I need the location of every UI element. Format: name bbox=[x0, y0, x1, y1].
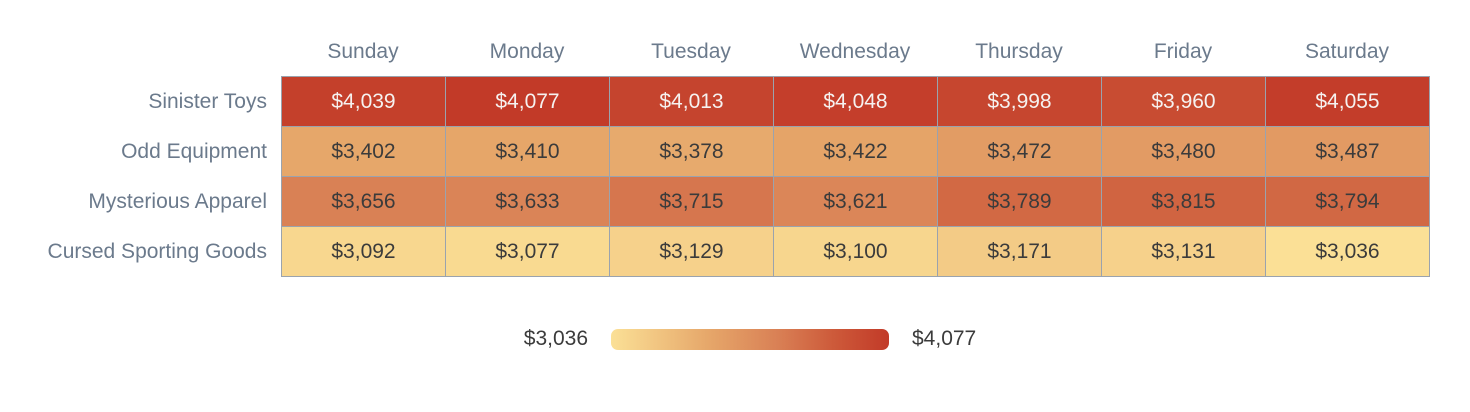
heatmap-cell: $3,715 bbox=[610, 177, 774, 227]
column-headers: Sunday Monday Tuesday Wednesday Thursday Frid… bbox=[281, 28, 1429, 76]
row-label-cursed-sporting-goods: Cursed Sporting Goods bbox=[47, 240, 267, 263]
legend-gradient-bar bbox=[611, 328, 889, 350]
heatmap-cell: $3,036 bbox=[1266, 227, 1430, 277]
heatmap-cell: $4,077 bbox=[446, 77, 610, 127]
heatmap-cell: $3,129 bbox=[610, 227, 774, 277]
heatmap-cell: $3,378 bbox=[610, 127, 774, 177]
column-header-wednesday: Wednesday bbox=[799, 40, 911, 63]
row-label-odd-equipment: Odd Equipment bbox=[121, 140, 267, 163]
column-header-saturday: Saturday bbox=[1304, 40, 1390, 63]
row-label-sinister-toys: Sinister Toys bbox=[148, 90, 267, 113]
heatmap-cell: $3,410 bbox=[446, 127, 610, 177]
heatmap-cell: $4,055 bbox=[1266, 77, 1430, 127]
heatmap-cell: $3,794 bbox=[1266, 177, 1430, 227]
heatmap-cell: $3,656 bbox=[282, 177, 446, 227]
heatmap-cell: $3,480 bbox=[1102, 127, 1266, 177]
column-header-thursday: Thursday bbox=[975, 40, 1063, 63]
column-header-sunday: Sunday bbox=[327, 40, 399, 63]
heatmap-cell: $4,039 bbox=[282, 77, 446, 127]
heatmap-cell: $3,131 bbox=[1102, 227, 1266, 277]
heatmap-cell: $3,487 bbox=[1266, 127, 1430, 177]
heatmap-cell: $3,472 bbox=[938, 127, 1102, 177]
color-scale-legend: $3,036 $4,077 bbox=[0, 327, 1470, 351]
heatmap-cell: $4,013 bbox=[610, 77, 774, 127]
heatmap-cell: $3,171 bbox=[938, 227, 1102, 277]
heatmap-cell: $3,815 bbox=[1102, 177, 1266, 227]
column-header-friday: Friday bbox=[1153, 40, 1213, 63]
heatmap-cell: $3,402 bbox=[282, 127, 446, 177]
heatmap-cell: $3,789 bbox=[938, 177, 1102, 227]
heatmap-cell: $4,048 bbox=[774, 77, 938, 127]
row-labels: Sinister Toys Odd Equipment Mysterious App… bbox=[0, 77, 267, 277]
heatmap-grid: $4,039 $4,077 $4,013 $4,048 $3,998 $3,960 $4,0… bbox=[281, 76, 1430, 277]
heatmap-cell: $3,621 bbox=[774, 177, 938, 227]
heatmap-cell: $3,100 bbox=[774, 227, 938, 277]
heatmap-cell: $3,960 bbox=[1102, 77, 1266, 127]
heatmap-cell: $3,092 bbox=[282, 227, 446, 277]
heatmap-cell: $3,998 bbox=[938, 77, 1102, 127]
legend-min-label: $3,036 bbox=[523, 327, 588, 350]
heatmap-cell: $3,077 bbox=[446, 227, 610, 277]
legend-max-label: $4,077 bbox=[912, 327, 977, 350]
column-header-monday: Monday bbox=[489, 40, 565, 63]
heatmap-cell: $3,422 bbox=[774, 127, 938, 177]
column-header-tuesday: Tuesday bbox=[651, 40, 731, 63]
heatmap-cell: $3,633 bbox=[446, 177, 610, 227]
row-label-mysterious-apparel: Mysterious Apparel bbox=[88, 190, 267, 213]
